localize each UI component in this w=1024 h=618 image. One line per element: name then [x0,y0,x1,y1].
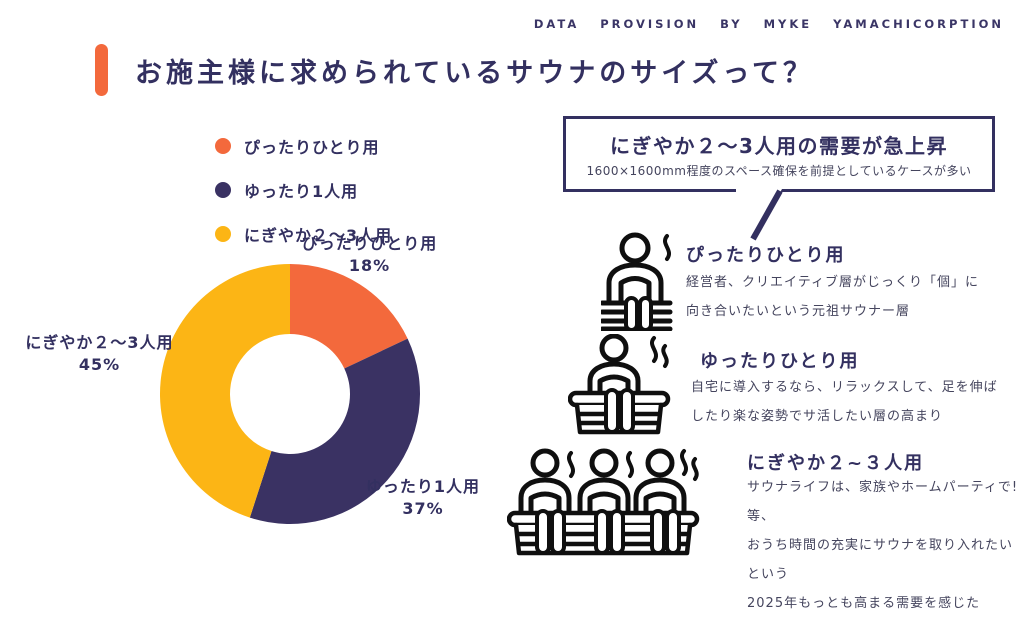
pie-label-yuttari: ゆったり1人用 37% [365,477,481,519]
legend-item: ゆったり1人用 [215,178,392,202]
pie-slice-0 [290,264,408,369]
legend-label: にぎやか２～3人用 [244,226,393,245]
section-body-pittari: 経営者、クリエイティブ層がじっくり「個」に 向き合いたいという元祖サウナー層 [686,275,979,319]
legend-dot-yellow-icon [215,226,231,242]
section-heading-nigiyaka: にぎやか２~３人用 [747,453,925,474]
legend-label: ぴったりひとり用 [244,138,380,157]
title-accent-bar [95,44,108,96]
legend-dot-orange-icon [215,138,231,154]
title-block: お施主様に求められているサウナのサイズって？ [95,44,814,96]
pie-slice-1 [249,338,421,525]
section-body-nigiyaka: サウナライフは、家族やホームパーティで!等、 おうち時間の充実にサウナを取り入れ… [747,480,1019,611]
pie-label-nigiyaka: にぎやか２～3人用 45% [25,333,174,375]
sauna-one-person-relax-icon [568,334,671,435]
sauna-one-person-icon [601,232,673,331]
section-body-yuttari: 自宅に導入するなら、リラックスして、足を伸ば したり楽な姿勢でサ活したい層の高ま… [691,380,998,424]
chart-legend: ぴったりひとり用 ゆったり1人用 にぎやか２～3人用 [215,134,392,266]
sauna-three-person-icon [507,448,700,556]
page-title: お施主様に求められているサウナのサイズって？ [135,57,815,89]
legend-item: ぴったりひとり用 [215,134,392,158]
callout-title: にぎやか２～3人用の需要が急上昇 [610,133,948,158]
donut-chart [159,264,421,525]
legend-label: ゆったり1人用 [244,182,359,201]
callout-subtitle: 1600×1600mm程度のスペース確保を前提としているケースが多い [586,163,972,178]
infographic-page: { "credit": "DATA PROVISION BY MYKE YAMA… [25,17,1018,611]
section-heading-yuttari: ゆったりひとり用 [700,351,860,372]
legend-item: にぎやか２～3人用 [215,222,392,246]
legend-dot-navy-icon [215,182,231,198]
data-provision-credit: DATA PROVISION BY MYKE YAMACHICORPTION [533,17,1004,31]
pie-slice-2 [159,264,290,518]
callout-bubble: にぎやか２～3人用の需要が急上昇 1600×1600mm程度のスペース確保を前提… [563,116,995,192]
callout-tail [736,189,783,241]
pie-label-pittari: ぴったりひとり用 18% [301,234,438,276]
section-heading-pittari: ぴったりひとり用 [686,245,846,266]
